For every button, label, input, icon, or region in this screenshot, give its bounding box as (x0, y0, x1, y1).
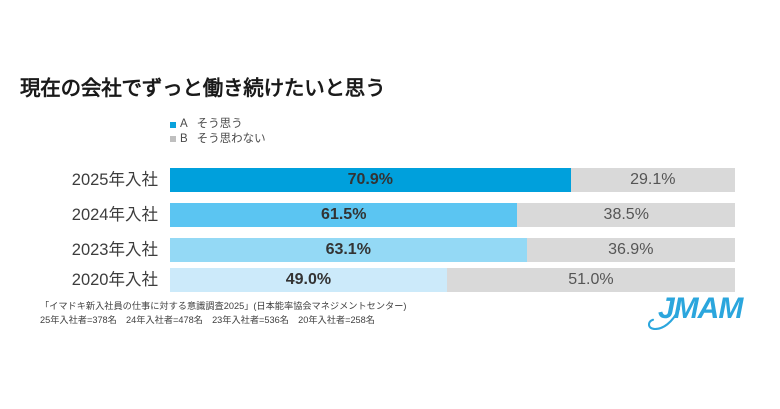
row-label: 2025年入社 (71, 171, 158, 189)
bar-segment-b: 29.1% (570, 168, 735, 192)
square-marker-icon (170, 136, 176, 143)
page-title: 現在の会社でずっと働き続けたいと思う (20, 77, 386, 100)
legend-item-a: A そう思う (170, 118, 266, 131)
bar-track: 49.0% 51.0% (170, 268, 735, 292)
bar-segment-a: 61.5% (170, 203, 518, 227)
chart-plot-area: 2025年入社 70.9% 29.1% 2024年入社 61.5% 38.5% (0, 160, 780, 292)
bar-value-a: 49.0% (285, 271, 332, 288)
table-row: 2024年入社 61.5% 38.5% (0, 203, 780, 227)
bar-value-b: 38.5% (603, 206, 649, 223)
jmam-swoosh-icon (648, 308, 682, 330)
bar-value-b: 51.0% (568, 271, 614, 288)
bar-track: 70.9% 29.1% (170, 168, 735, 192)
row-label: 2024年入社 (71, 206, 158, 224)
bar-segment-a: 70.9% (170, 168, 571, 192)
bar-track: 63.1% 36.9% (170, 238, 735, 262)
table-row: 2023年入社 63.1% 36.9% (0, 238, 780, 262)
bar-track: 61.5% 38.5% (170, 203, 735, 227)
row-label: 2023年入社 (71, 241, 158, 259)
legend-key-a: A (180, 118, 188, 130)
footnote-line-source: 「イマドキ新入社員の仕事に対する意識調査2025」(日本能率協会マネジメントセン… (40, 301, 407, 311)
table-row: 2020年入社 49.0% 51.0% (0, 268, 780, 292)
footnote-line-samples: 25年入社者=378名 24年入社者=478名 23年入社者=536名 20年入… (40, 315, 375, 326)
row-label: 2020年入社 (71, 271, 158, 289)
bar-value-a: 61.5% (321, 206, 367, 223)
legend-label-a: そう思う (196, 118, 243, 130)
bar-segment-b: 38.5% (517, 203, 735, 227)
bar-segment-a: 63.1% (170, 238, 527, 262)
bar-value-b: 29.1% (630, 171, 676, 188)
legend-item-b: B そう思わない (170, 132, 266, 146)
table-row: 2025年入社 70.9% 29.1% (0, 168, 780, 192)
bar-value-b: 36.9% (608, 241, 654, 258)
square-marker-icon (170, 121, 176, 128)
jmam-logo: JMAM JMAM (648, 292, 758, 330)
legend-label-b: そう思わない (196, 132, 266, 145)
chart-legend: A そう思う B そう思わない (170, 118, 266, 146)
bar-segment-b: 51.0% (446, 268, 735, 292)
bar-value-a: 63.1% (325, 241, 371, 258)
bar-value-a: 70.9% (347, 171, 393, 188)
bar-segment-a: 49.0% (170, 268, 447, 292)
legend-key-b: B (180, 132, 188, 145)
bar-segment-b: 36.9% (526, 238, 735, 262)
footnote: 「イマドキ新入社員の仕事に対する意識調査2025」(日本能率協会マネジメントセン… (40, 299, 600, 328)
